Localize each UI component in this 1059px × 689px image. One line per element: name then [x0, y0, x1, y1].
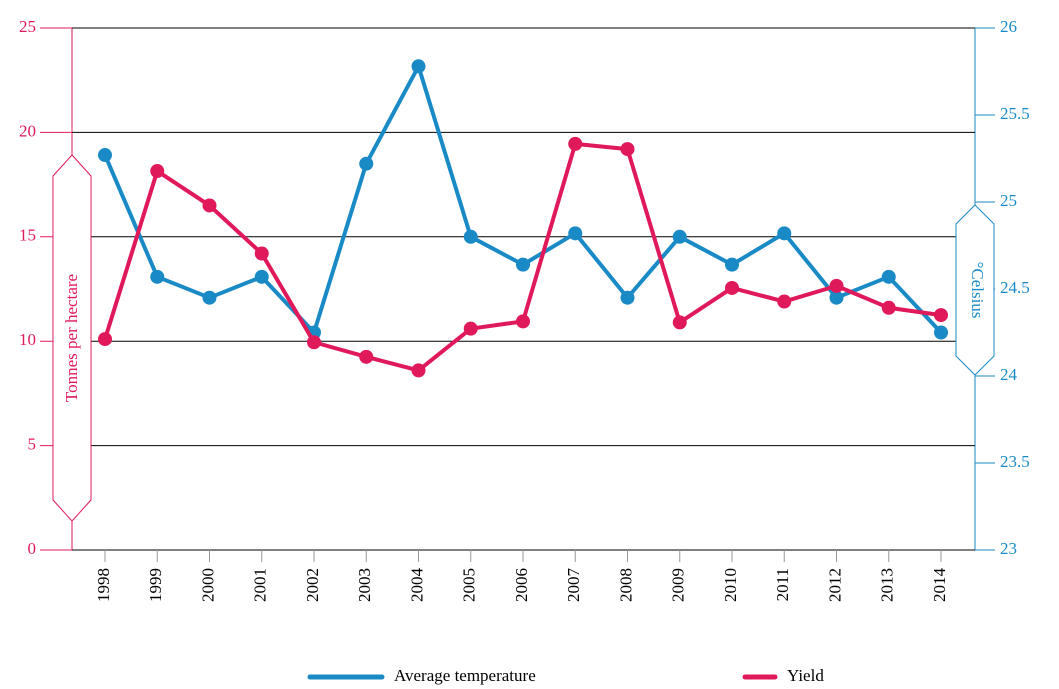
- y-axis-label: Tonnes per hectare: [62, 274, 81, 402]
- series-line: [103, 141, 942, 373]
- legend-label: Yield: [787, 666, 824, 685]
- x-tick-label: 2004: [407, 568, 426, 603]
- x-tick-label: 2011: [773, 568, 792, 601]
- y-tick-label: 15: [19, 226, 36, 245]
- y2-tick-label: 24: [1000, 365, 1018, 384]
- legend-label: Average temperature: [394, 666, 536, 685]
- y2-tick-label: 24.5: [1000, 278, 1030, 297]
- data-point: [516, 257, 530, 272]
- data-point: [725, 280, 739, 295]
- data-point: [829, 290, 844, 305]
- x-tick-label: 2003: [355, 568, 374, 602]
- data-point: [359, 349, 374, 364]
- data-point: [672, 229, 687, 244]
- data-point: [359, 156, 374, 171]
- x-tick-label: 2013: [878, 568, 897, 602]
- data-point: [568, 226, 583, 241]
- x-tick-label: 2005: [460, 568, 479, 602]
- data-point: [150, 164, 165, 179]
- data-point: [150, 269, 165, 284]
- y-label-badge: [52, 154, 92, 522]
- data-point: [411, 59, 426, 74]
- x-tick-label: 2008: [616, 568, 635, 602]
- y2-tick-label: 25.5: [1000, 104, 1030, 123]
- data-point: [568, 136, 583, 151]
- data-point: [463, 229, 478, 244]
- data-point: [881, 269, 896, 284]
- data-point: [620, 290, 635, 305]
- y-tick-label: 5: [28, 435, 37, 454]
- x-tick-label: 2002: [303, 568, 322, 602]
- y2-axis-label: °Celsius: [968, 262, 987, 319]
- data-point: [411, 363, 426, 378]
- data-point: [463, 321, 478, 336]
- y-tick-label: 25: [19, 17, 36, 36]
- data-point: [307, 335, 321, 350]
- x-tick-label: 2001: [251, 568, 270, 602]
- x-tick-label: 2012: [825, 568, 844, 602]
- data-point: [672, 315, 687, 330]
- x-tick-label: 2010: [721, 568, 740, 602]
- y2-label-badge: [955, 204, 995, 376]
- x-tick-label: 2000: [198, 568, 217, 602]
- y2-tick-label: 25: [1000, 191, 1017, 210]
- x-tick-label: 1999: [146, 568, 165, 602]
- x-tick-label: 2006: [512, 568, 531, 602]
- data-point: [202, 198, 217, 213]
- data-point: [620, 142, 635, 157]
- data-point: [98, 332, 112, 347]
- y-tick-label: 0: [28, 539, 37, 558]
- data-point: [934, 308, 948, 323]
- x-tick-label: 1998: [94, 568, 113, 602]
- data-point: [829, 278, 844, 293]
- y2-tick-label: 23.5: [1000, 452, 1030, 471]
- x-tick-label: 2014: [930, 568, 949, 603]
- data-point: [254, 269, 269, 284]
- data-point: [934, 325, 948, 340]
- data-point: [777, 226, 792, 241]
- data-point: [725, 257, 739, 272]
- data-point: [98, 148, 112, 163]
- x-tick-label: 2009: [669, 568, 688, 602]
- data-point: [516, 314, 530, 329]
- data-point: [881, 300, 896, 315]
- data-point: [777, 294, 792, 309]
- y2-tick-label: 23: [1000, 539, 1017, 558]
- data-point: [254, 246, 269, 261]
- y-tick-label: 20: [19, 121, 36, 140]
- x-tick-label: 2007: [564, 568, 583, 603]
- y2-tick-label: 26: [1000, 17, 1017, 36]
- y-tick-label: 10: [19, 330, 36, 349]
- data-point: [202, 290, 217, 305]
